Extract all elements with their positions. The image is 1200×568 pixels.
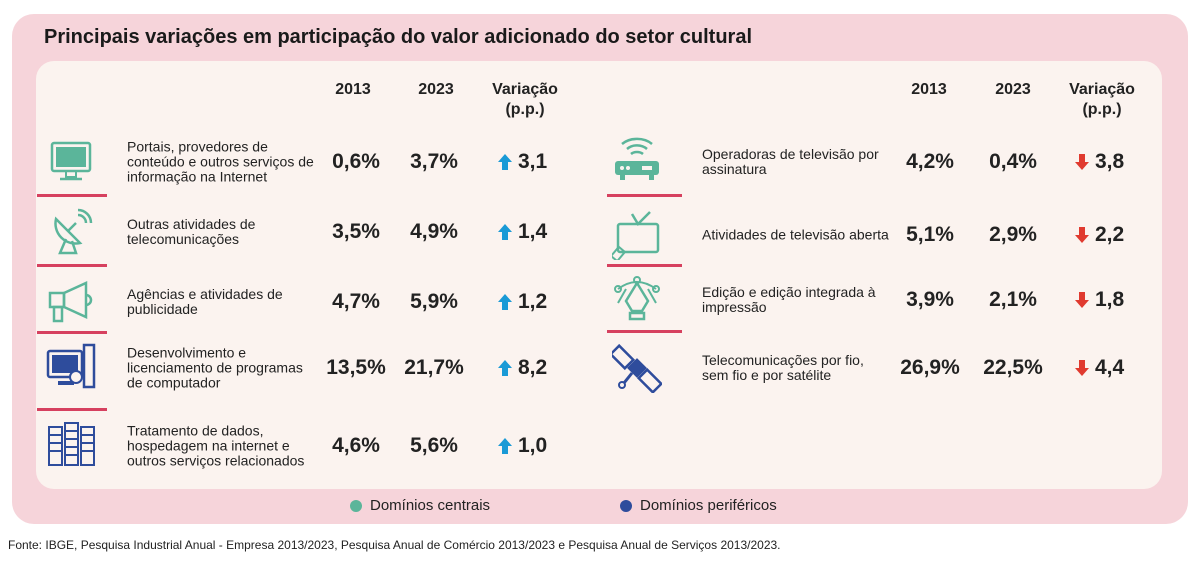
value-2013: 3,9% bbox=[906, 288, 954, 311]
arrow-up-icon bbox=[498, 360, 512, 376]
variation: 1,8 bbox=[1075, 288, 1124, 312]
arrow-up-icon bbox=[498, 154, 512, 170]
header-2023-right: 2023 bbox=[995, 81, 1031, 98]
value-2013: 26,9% bbox=[900, 356, 960, 379]
table-row: Agências e atividades de publicidade 4,7… bbox=[0, 272, 1200, 332]
table-area bbox=[36, 61, 1162, 489]
table-row: Tratamento de dados, hospedagem na inter… bbox=[0, 416, 1200, 476]
value-2023: 21,7% bbox=[404, 356, 464, 379]
satellite-icon bbox=[612, 343, 662, 393]
arrow-up-icon bbox=[498, 294, 512, 310]
table-row: Atividades de televisão aberta 5,1% 2,9%… bbox=[0, 205, 1200, 265]
row-separator bbox=[37, 408, 107, 411]
value-2013: 13,5% bbox=[326, 356, 386, 379]
row-label: Tratamento de dados, hospedagem na inter… bbox=[127, 422, 305, 469]
variation-value: 1,2 bbox=[518, 290, 548, 313]
variation: 3,1 bbox=[498, 150, 547, 174]
row-label: Desenvolvimento e licenciamento de progr… bbox=[127, 344, 303, 391]
row-separator bbox=[37, 331, 107, 334]
pen-tool-icon bbox=[614, 276, 660, 321]
table-row: Operadoras de televisão por assinatura 4… bbox=[0, 132, 1200, 192]
variation-value: 1,0 bbox=[518, 434, 548, 457]
row-label: Edição e edição integrada à impressão bbox=[702, 284, 876, 315]
variation-value: 3,8 bbox=[1095, 150, 1125, 173]
value-2013: 4,2% bbox=[906, 150, 954, 173]
legend-label-peripheral: Domínios periféricos bbox=[640, 497, 777, 514]
value-2013: 5,1% bbox=[906, 223, 954, 246]
value-2023: 22,5% bbox=[983, 356, 1043, 379]
row-separator bbox=[37, 194, 107, 197]
value-2013: 0,6% bbox=[332, 150, 380, 173]
server-icon bbox=[48, 422, 95, 466]
row-separator bbox=[607, 330, 682, 333]
variation: 4,4 bbox=[1075, 356, 1124, 380]
header-variation-left: Variação (p.p.) bbox=[492, 81, 558, 118]
row-separator bbox=[37, 264, 107, 267]
arrow-down-icon bbox=[1075, 292, 1089, 308]
megaphone-icon bbox=[48, 281, 93, 323]
satellite-dish-icon bbox=[54, 208, 93, 255]
variation-value: 4,4 bbox=[1095, 356, 1125, 379]
value-2023: 5,9% bbox=[410, 290, 458, 313]
header-2023-left: 2023 bbox=[418, 81, 454, 98]
header-2013-right: 2013 bbox=[911, 81, 947, 98]
value-2023: 5,6% bbox=[410, 434, 458, 457]
variation-value: 1,8 bbox=[1095, 288, 1125, 311]
table-row: Desenvolvimento e licenciamento de progr… bbox=[0, 338, 1200, 398]
variation-value: 8,2 bbox=[518, 356, 548, 379]
variation: 8,2 bbox=[498, 356, 547, 380]
arrow-down-icon bbox=[1075, 154, 1089, 170]
row-label: Telecomunicações por fio, sem fio e por … bbox=[702, 352, 864, 383]
variation: 2,2 bbox=[1075, 223, 1124, 247]
value-2013: 3,5% bbox=[332, 220, 380, 243]
row-label: Portais, provedores de conteúdo e outros… bbox=[127, 138, 314, 185]
value-2013: 4,7% bbox=[332, 290, 380, 313]
value-2023: 2,9% bbox=[989, 223, 1037, 246]
variation-value: 1,4 bbox=[518, 220, 548, 243]
value-2023: 0,4% bbox=[989, 150, 1037, 173]
variation-value: 3,1 bbox=[518, 150, 548, 173]
legend-label-central: Domínios centrais bbox=[370, 497, 491, 514]
arrow-down-icon bbox=[1075, 360, 1089, 376]
legend-central: Domínios centrais bbox=[350, 497, 490, 514]
header-2013-left: 2013 bbox=[335, 81, 371, 98]
variation: 3,8 bbox=[1075, 150, 1124, 174]
header-variation-right: Variação (p.p.) bbox=[1069, 81, 1135, 118]
variation: 1,0 bbox=[498, 434, 547, 458]
router-icon bbox=[615, 137, 659, 180]
row-label: Agências e atividades de publicidade bbox=[127, 286, 283, 317]
computer-icon bbox=[46, 343, 96, 389]
legend-peripheral: Domínios periféricos bbox=[620, 497, 777, 514]
legend-dot-central bbox=[350, 499, 362, 512]
source-note: Fonte: IBGE, Pesquisa Industrial Anual -… bbox=[8, 538, 781, 552]
legend-dot-peripheral bbox=[620, 499, 632, 512]
variation-value: 2,2 bbox=[1095, 223, 1125, 246]
row-separator bbox=[607, 264, 682, 267]
value-2013: 4,6% bbox=[332, 434, 380, 457]
table-row: Edição e edição integrada à impressão 3,… bbox=[0, 270, 1200, 330]
arrow-up-icon bbox=[498, 438, 512, 454]
tv-icon bbox=[612, 211, 660, 260]
row-label: Outras atividades de telecomunicações bbox=[127, 216, 256, 247]
table-row: Portais, provedores de conteúdo e outros… bbox=[0, 132, 1200, 192]
chart-title: Principais variações em participação do … bbox=[44, 26, 753, 48]
arrow-down-icon bbox=[1075, 227, 1089, 243]
value-2023: 3,7% bbox=[410, 150, 458, 173]
row-label: Atividades de televisão aberta bbox=[702, 226, 889, 243]
row-label: Operadoras de televisão por assinatura bbox=[702, 146, 879, 177]
variation: 1,2 bbox=[498, 290, 547, 314]
arrow-up-icon bbox=[498, 224, 512, 240]
value-2023: 2,1% bbox=[989, 288, 1037, 311]
monitor-icon bbox=[50, 141, 92, 181]
value-2023: 4,9% bbox=[410, 220, 458, 243]
row-separator bbox=[607, 194, 682, 197]
table-row: Telecomunicações por fio, sem fio e por … bbox=[0, 338, 1200, 398]
table-row: Outras atividades de telecomunicações 3,… bbox=[0, 202, 1200, 262]
variation: 1,4 bbox=[498, 220, 547, 244]
